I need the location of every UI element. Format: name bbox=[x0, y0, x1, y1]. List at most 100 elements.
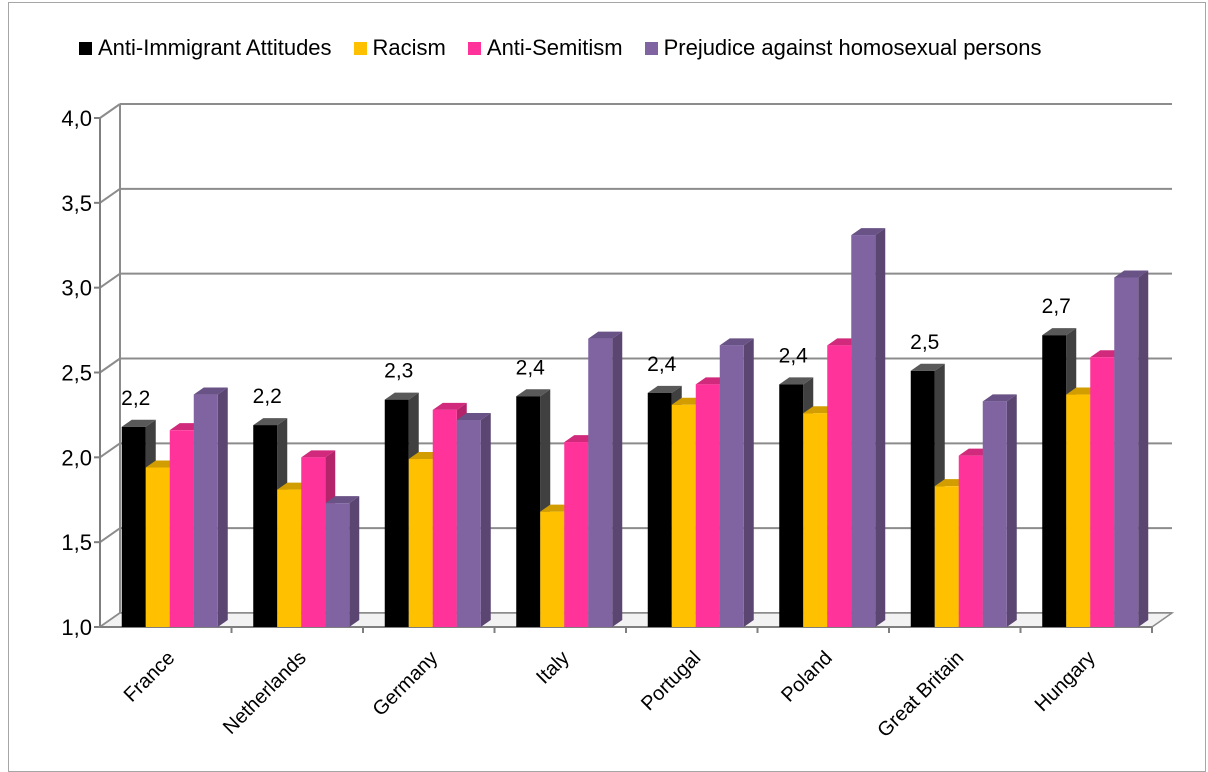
y-tick-label: 4,0 bbox=[61, 106, 92, 131]
bar-top bbox=[719, 338, 754, 346]
legend-label-anti-immigrant: Anti-Immigrant Attitudes bbox=[98, 35, 332, 60]
bar bbox=[169, 430, 194, 627]
category-label: France bbox=[120, 647, 180, 707]
bar-top bbox=[253, 418, 288, 426]
bar bbox=[145, 467, 170, 627]
bar bbox=[1042, 335, 1067, 627]
bar-side bbox=[875, 228, 886, 627]
bar bbox=[910, 370, 935, 627]
legend-label-prejudice-homosexual: Prejudice against homosexual persons bbox=[663, 35, 1042, 60]
bar-top bbox=[301, 450, 336, 458]
data-label: 2,7 bbox=[1042, 295, 1071, 318]
y-tick-label: 1,0 bbox=[61, 615, 92, 640]
bar-top bbox=[982, 394, 1017, 402]
data-label: 2,3 bbox=[384, 360, 413, 383]
category-label: Poland bbox=[777, 647, 837, 707]
category-label: Italy bbox=[532, 647, 573, 688]
legend-item-racism: Racism bbox=[353, 35, 446, 61]
bar-top bbox=[516, 389, 551, 397]
legend-item-prejudice-homosexual: Prejudice against homosexual persons bbox=[644, 35, 1042, 61]
bar bbox=[516, 396, 541, 627]
y-tick-label: 2,0 bbox=[61, 445, 92, 470]
bar bbox=[432, 409, 457, 627]
legend-item-anti-semitism: Anti-Semitism bbox=[467, 35, 623, 61]
bar-top bbox=[910, 363, 945, 371]
bar bbox=[253, 425, 278, 627]
legend-swatch-anti-immigrant bbox=[79, 41, 92, 55]
y-tick-label: 1,5 bbox=[61, 530, 92, 555]
bar bbox=[193, 394, 218, 627]
data-label: 2,4 bbox=[779, 344, 809, 367]
bar bbox=[803, 413, 828, 627]
legend-swatch-racism bbox=[353, 41, 367, 55]
bar bbox=[456, 420, 481, 627]
bar bbox=[121, 426, 146, 627]
bar bbox=[719, 345, 744, 627]
bar-side bbox=[349, 496, 360, 627]
bar-top bbox=[384, 392, 419, 400]
bar-side bbox=[1006, 394, 1017, 627]
category-label: Germany bbox=[369, 647, 443, 721]
bar-top bbox=[456, 413, 491, 421]
bar-top bbox=[193, 387, 228, 395]
y-tick-label: 2,5 bbox=[61, 361, 92, 386]
bar bbox=[827, 345, 852, 627]
bar bbox=[779, 384, 804, 627]
bar bbox=[934, 486, 959, 627]
bar bbox=[851, 235, 876, 627]
bar-top bbox=[588, 331, 623, 339]
legend-label-racism: Racism bbox=[372, 35, 446, 60]
data-label: 2,4 bbox=[516, 356, 546, 379]
gridline-side bbox=[99, 527, 121, 543]
bar-top bbox=[851, 228, 886, 236]
gridline-side bbox=[99, 442, 121, 459]
legend-label-anti-semitism: Anti-Semitism bbox=[486, 35, 623, 60]
bar-side bbox=[1138, 270, 1149, 627]
bar bbox=[325, 503, 350, 627]
bar-side bbox=[612, 331, 623, 627]
legend-item-anti-immigrant: Anti-Immigrant Attitudes bbox=[79, 35, 332, 61]
bar bbox=[277, 489, 302, 627]
data-label: 2,4 bbox=[647, 353, 677, 376]
bar-top bbox=[432, 402, 467, 410]
y-tick-label: 3,0 bbox=[61, 276, 92, 301]
bar-side bbox=[217, 387, 228, 627]
gridline-side bbox=[99, 103, 121, 119]
bar-top bbox=[1042, 328, 1077, 336]
category-label: Portugal bbox=[637, 647, 705, 715]
legend-swatch-prejudice-homosexual bbox=[644, 41, 658, 55]
bar-side bbox=[480, 413, 491, 627]
bar bbox=[671, 404, 696, 627]
legend-swatch-anti-semitism bbox=[467, 41, 481, 55]
bar-top bbox=[325, 496, 360, 504]
bar bbox=[540, 511, 565, 627]
bar bbox=[695, 384, 720, 627]
bar bbox=[1114, 277, 1139, 627]
data-label: 2,2 bbox=[121, 387, 150, 410]
chart-frame: Anti-Immigrant Attitudes Racism Anti-Sem… bbox=[8, 2, 1206, 772]
bar bbox=[647, 392, 672, 627]
bar bbox=[1090, 357, 1115, 627]
category-label: Hungary bbox=[1031, 647, 1100, 716]
bar bbox=[958, 455, 983, 627]
legend: Anti-Immigrant Attitudes Racism Anti-Sem… bbox=[79, 33, 1041, 63]
gridline-side bbox=[99, 188, 121, 204]
bar bbox=[408, 459, 433, 627]
gridline-side bbox=[99, 357, 121, 374]
data-label: 2,2 bbox=[253, 385, 282, 408]
category-label: Great Britain bbox=[873, 647, 968, 742]
bar bbox=[982, 401, 1007, 627]
category-label: Netherlands bbox=[219, 647, 311, 739]
bar-top bbox=[779, 377, 814, 385]
bar bbox=[588, 338, 613, 627]
data-label: 2,5 bbox=[910, 331, 939, 354]
gridline-side bbox=[99, 272, 121, 289]
bar bbox=[564, 442, 589, 627]
bar-top bbox=[1114, 270, 1149, 278]
bar bbox=[301, 457, 326, 627]
bar bbox=[1066, 394, 1091, 627]
y-tick-label: 3,5 bbox=[61, 191, 92, 216]
bar bbox=[384, 399, 409, 627]
bar-top bbox=[647, 385, 682, 393]
